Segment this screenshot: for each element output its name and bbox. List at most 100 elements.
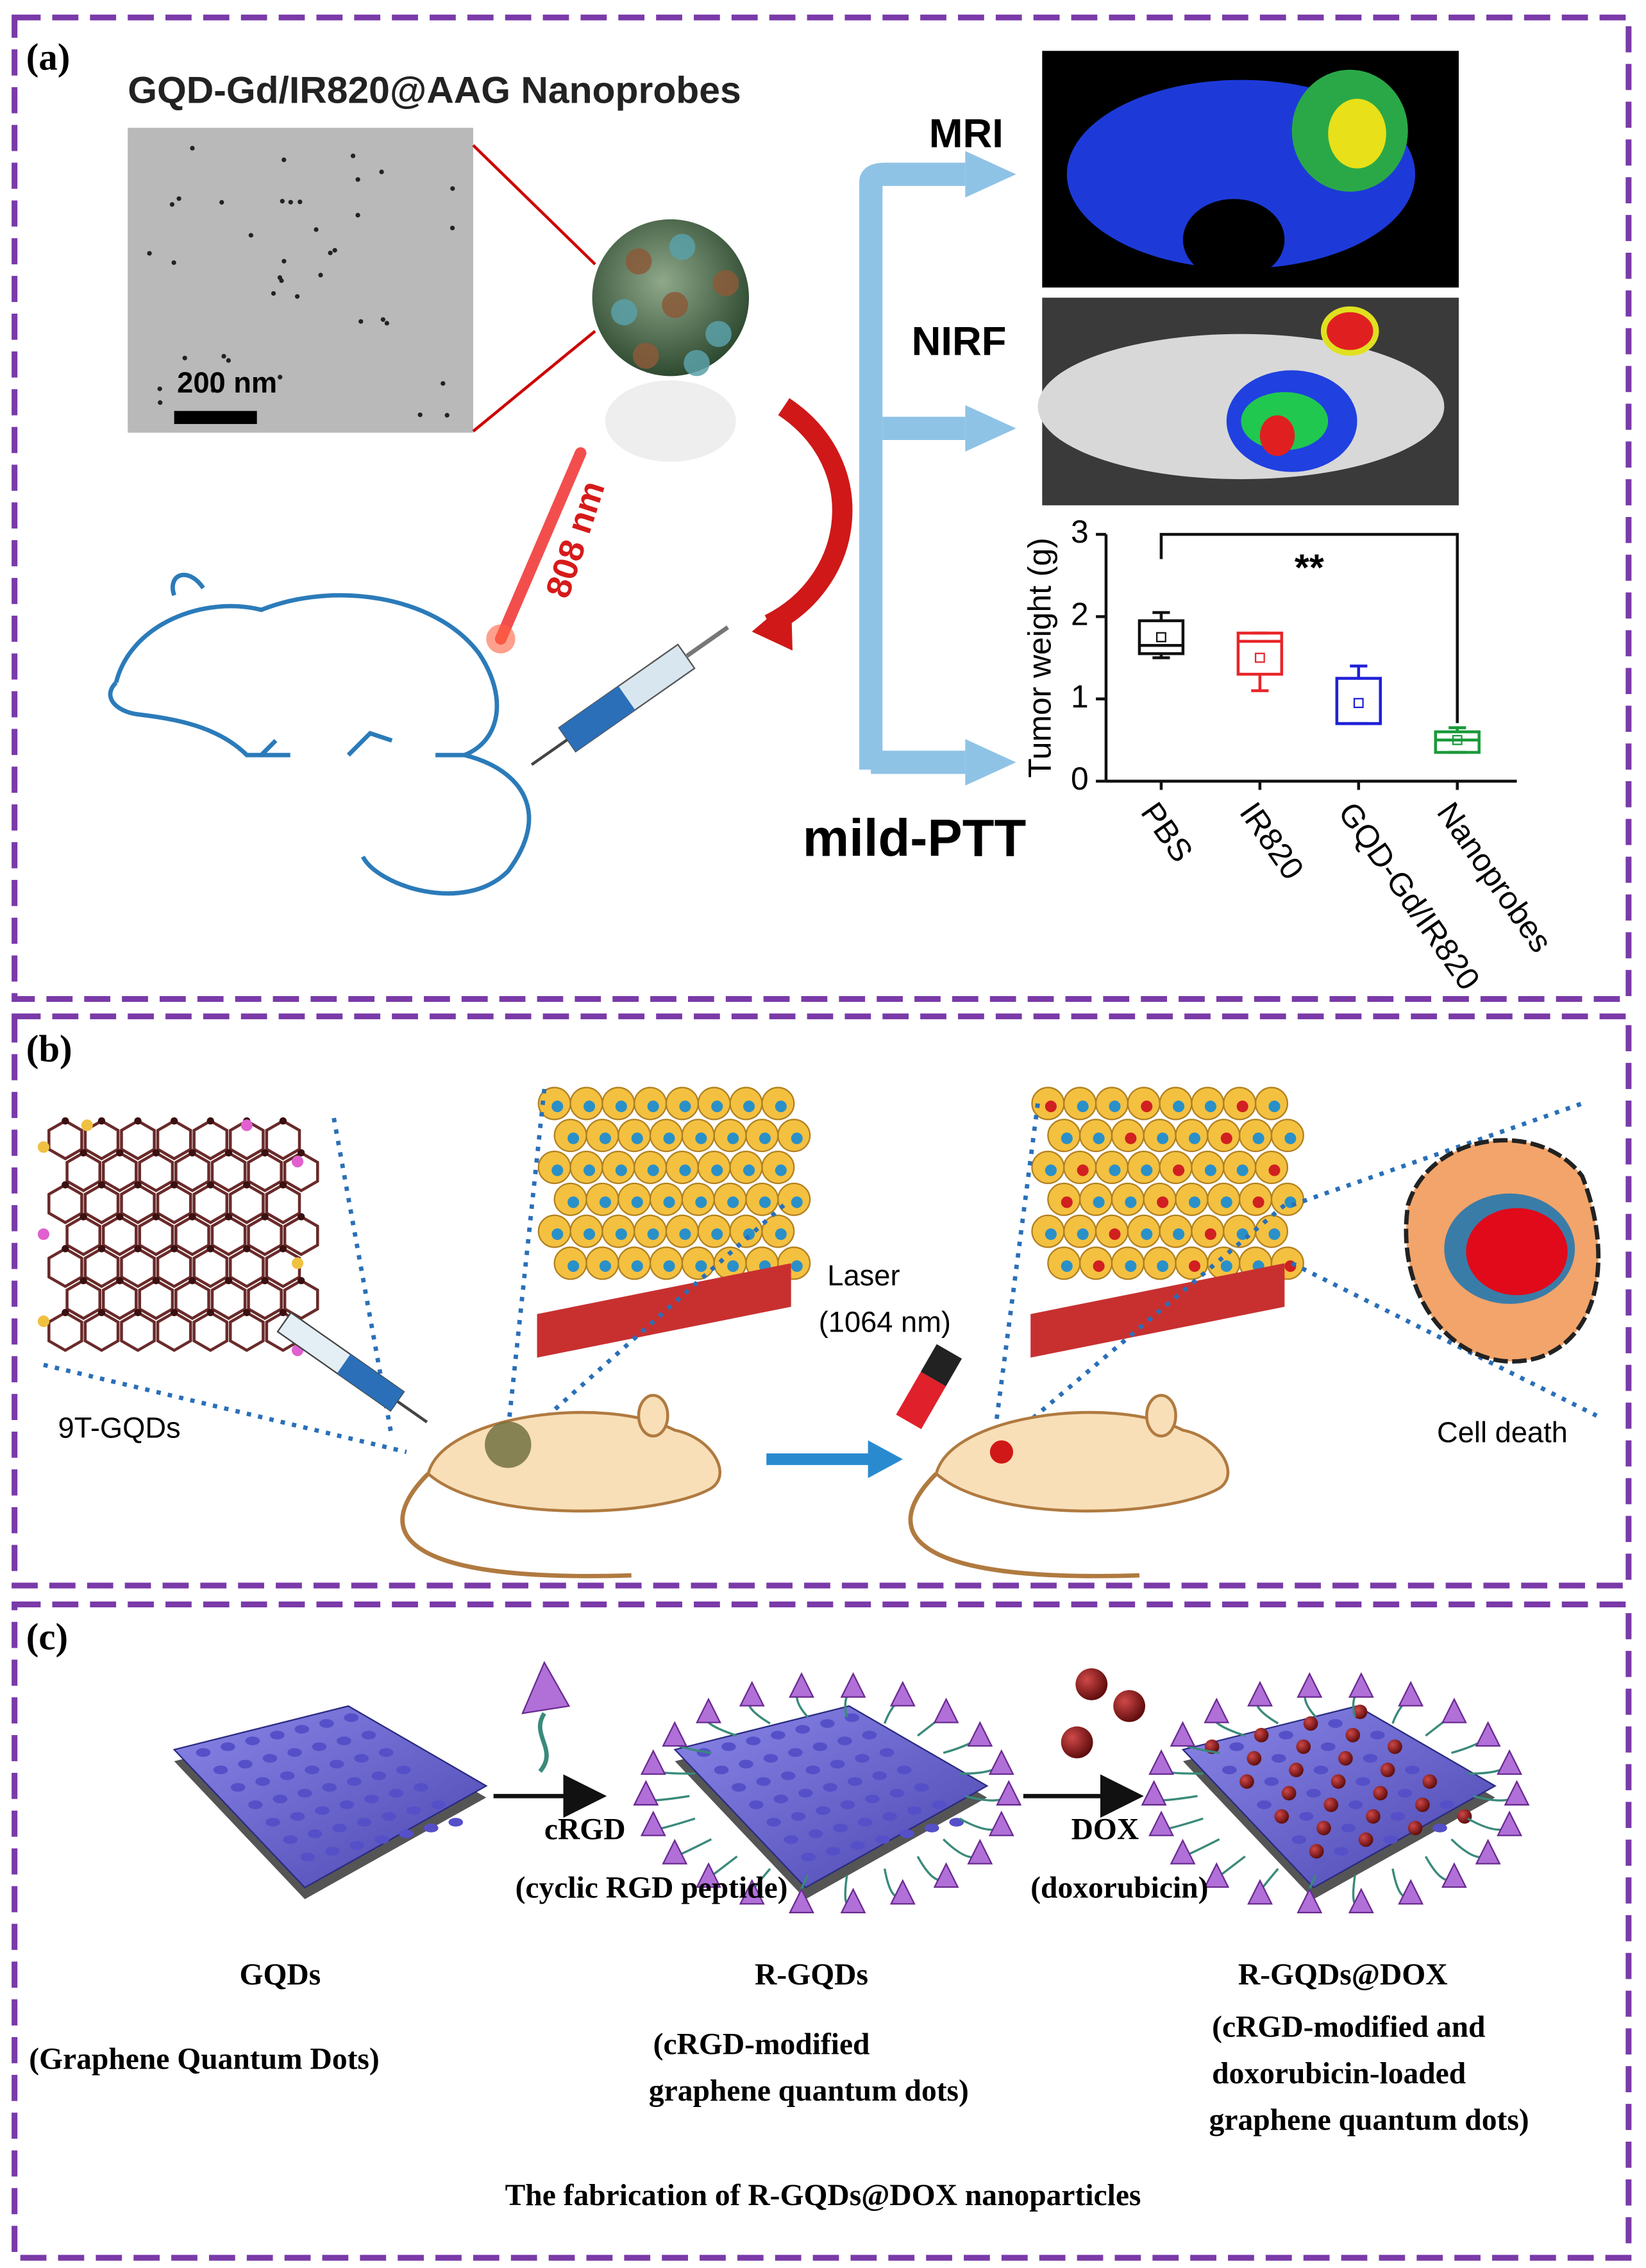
crgd-peptide <box>996 1780 1022 1806</box>
cell-nucleus <box>663 1132 675 1144</box>
tem-particle <box>182 355 187 360</box>
dox-molecule <box>1373 1786 1388 1801</box>
crgd-peptide <box>1475 1721 1501 1747</box>
cargo <box>625 248 652 275</box>
pore <box>857 1818 873 1827</box>
atom <box>62 1117 69 1125</box>
hexagon <box>83 1183 120 1224</box>
atom <box>97 1308 106 1317</box>
crgd-peptide <box>1170 1721 1196 1747</box>
cell-nucleus <box>551 1164 564 1176</box>
pore <box>749 1800 764 1809</box>
x-tick-label: PBS <box>1134 795 1200 868</box>
pore <box>823 1782 838 1792</box>
pore <box>833 1824 848 1832</box>
crgd-peptide <box>840 1888 866 1914</box>
dox-molecule <box>1239 1774 1254 1789</box>
cell-nucleus <box>631 1132 643 1144</box>
laser-body <box>896 1371 946 1430</box>
hexagon <box>83 1310 120 1352</box>
cell-nucleus <box>551 1100 564 1113</box>
cargo <box>705 321 732 348</box>
pore <box>932 1800 946 1809</box>
cell-nucleus <box>1157 1196 1169 1208</box>
shadow <box>605 380 736 462</box>
pore <box>830 1759 845 1769</box>
hexagon <box>174 1279 210 1321</box>
mouse <box>426 1410 721 1512</box>
pore <box>780 1771 796 1781</box>
step-label: DOX <box>1071 1813 1139 1847</box>
pore <box>896 1765 912 1775</box>
crgd-peptide <box>1497 1810 1523 1836</box>
pore <box>378 1748 394 1757</box>
atom <box>261 1149 269 1157</box>
tem-particle <box>441 381 446 386</box>
pore <box>801 1852 816 1862</box>
significance-label: ** <box>1295 547 1324 589</box>
tem-particle <box>281 157 287 162</box>
pore <box>196 1748 211 1757</box>
functional-group <box>291 1257 304 1269</box>
product-note: doxorubicin-loaded <box>1212 2057 1466 2090</box>
hexagon <box>101 1151 138 1192</box>
pore <box>1356 1777 1370 1786</box>
cell-nucleus <box>599 1196 612 1208</box>
crgd-peptide <box>967 1838 993 1865</box>
crgd-peptide <box>889 1680 916 1707</box>
tem-particle <box>288 199 293 205</box>
dox-molecule <box>1274 1809 1289 1824</box>
crgd-peptide <box>933 1862 959 1888</box>
pore <box>361 1731 376 1739</box>
pore <box>414 1782 428 1792</box>
hexagon <box>210 1215 247 1257</box>
pore <box>280 1771 295 1781</box>
dox-molecule <box>1422 1774 1438 1789</box>
box <box>1138 619 1185 656</box>
zoom-line <box>514 1203 785 1446</box>
graphene-sheet <box>172 1705 488 1889</box>
product-label: GQDs <box>240 1958 321 1992</box>
atom <box>224 1276 233 1285</box>
nirf-signal <box>1320 306 1379 356</box>
injection-site <box>485 1421 532 1468</box>
atom <box>116 1213 124 1221</box>
pore <box>270 1731 285 1739</box>
crgd-peptide <box>640 1810 666 1836</box>
mouse-ear <box>1145 1394 1177 1438</box>
box <box>1434 730 1481 754</box>
pore <box>1397 1788 1413 1798</box>
pore <box>294 1725 310 1734</box>
atom <box>134 1308 142 1317</box>
cargo <box>712 270 739 296</box>
atom <box>97 1117 106 1125</box>
atom <box>261 1213 269 1221</box>
cell-nucleus <box>1077 1228 1089 1240</box>
tem-particle <box>157 386 162 391</box>
cell-nucleus <box>1061 1260 1073 1273</box>
mouse-ear <box>637 1394 669 1438</box>
y-tick-label: 2 <box>1071 597 1089 632</box>
hexagon <box>65 1215 102 1257</box>
cell-nucleus <box>775 1164 787 1176</box>
tem-particle <box>248 233 253 238</box>
cell-nucleus <box>759 1132 771 1144</box>
cargo <box>684 350 710 377</box>
crgd-peptide <box>1497 1749 1523 1775</box>
y-tick-label: 1 <box>1071 679 1089 715</box>
dox-molecule <box>1388 1739 1402 1754</box>
dox-molecule <box>1457 1809 1472 1824</box>
pore <box>1405 1765 1420 1775</box>
pore <box>325 1847 340 1856</box>
crgd-peptide <box>633 1780 659 1806</box>
hexagon <box>283 1279 319 1321</box>
cargo <box>611 299 637 326</box>
cell-nucleus <box>599 1132 612 1144</box>
cell-nucleus <box>1077 1100 1089 1113</box>
cell-nucleus <box>1173 1164 1185 1176</box>
atom <box>62 1308 69 1317</box>
cell-nucleus <box>615 1228 627 1240</box>
